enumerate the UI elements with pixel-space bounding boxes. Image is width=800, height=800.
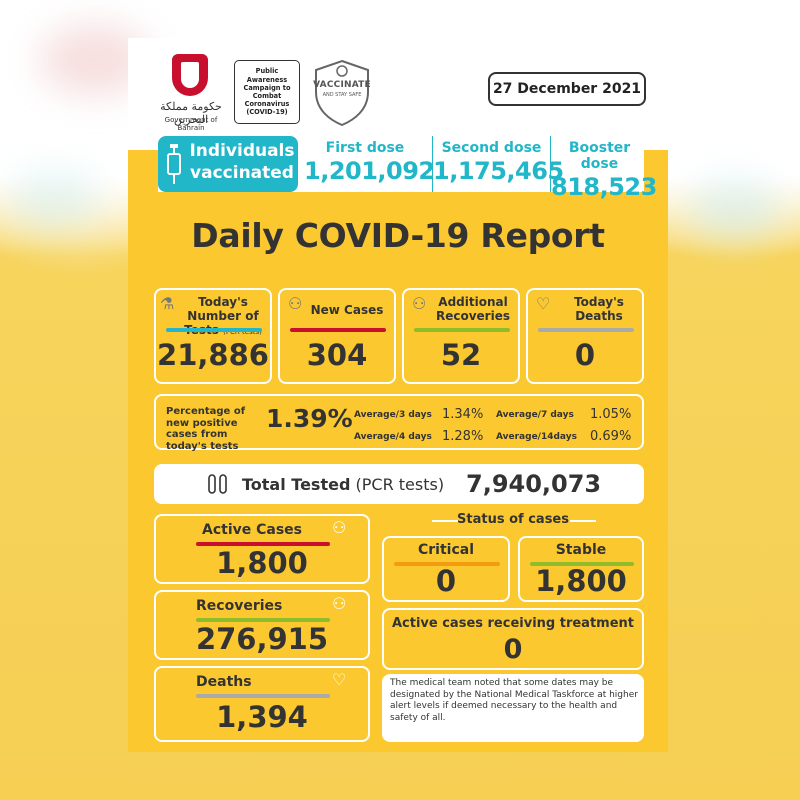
new-cases-color-bar [290, 328, 386, 332]
active-cases-value: 1,800 [216, 546, 308, 580]
syringe-icon [167, 144, 181, 184]
new-cases-label: New Cases [310, 303, 384, 317]
new-cases-value: 304 [306, 338, 368, 372]
label-line-2: vaccinated [190, 163, 294, 184]
shield-icon [315, 59, 369, 127]
recoveries-color-bar [414, 328, 510, 332]
avg-3-label: Average/3 days [354, 410, 432, 420]
total-recoveries-label: Recoveries [196, 598, 283, 614]
avg-7-label: Average/7 days [496, 410, 574, 420]
individuals-vaccinated-box: Individuals vaccinated [158, 136, 298, 192]
avg-14-label: Average/14days [496, 432, 577, 442]
positivity-card: Percentage of new positive cases from to… [154, 394, 644, 452]
stable-value: 1,800 [535, 564, 627, 598]
treatment-label: Active cases receiving treatment [391, 616, 635, 631]
critical-value: 0 [435, 564, 457, 598]
stable-label: Stable [555, 542, 607, 558]
heart-pulse-icon: ♡ [536, 294, 551, 313]
avg-4-value: 1.28% [442, 429, 484, 444]
page-title: Daily COVID-19 Report [191, 216, 605, 255]
first-dose-value: 1,201,092 [304, 157, 435, 185]
government-crest: حكومة مملكة البحرين Government of Bahrai… [154, 52, 226, 132]
total-recoveries-card: Recoveries ⚇ 276,915 [154, 590, 370, 660]
total-deaths-value: 1,394 [216, 700, 308, 734]
background-blob [690, 180, 780, 240]
first-dose: First dose 1,201,092 [304, 136, 435, 192]
person-check-icon: ⚇ [412, 294, 427, 313]
people-check-icon: ⚇ [332, 594, 347, 613]
booster-dose: Booster dose 818,523 [550, 136, 657, 201]
avg-4-label: Average/4 days [354, 432, 432, 442]
second-dose-label: Second dose [441, 140, 542, 156]
heart-icon: ♡ [332, 670, 347, 689]
deaths-label: Today's Deaths [574, 295, 624, 323]
total-deaths-card: Deaths ♡ 1,394 [154, 666, 370, 742]
recoveries-value: 52 [440, 338, 482, 372]
total-tested-card: Total Tested (PCR tests) 7,940,073 [154, 464, 644, 504]
avg-7-value: 1.05% [590, 407, 632, 422]
recoveries-label: Additional Recoveries [435, 295, 510, 323]
person-icon: ⚇ [288, 294, 303, 313]
label-line-1: Individuals [189, 141, 295, 161]
second-dose: Second dose 1,175,465 [432, 136, 564, 192]
individuals-vaccinated-label: Individuals vaccinated [186, 140, 298, 184]
total-tested-value: 7,940,073 [466, 470, 602, 498]
total-tested-label-text: Total Tested [242, 475, 351, 494]
vaccinate-badge: VACCINATE AND STAY SAFE [312, 58, 372, 128]
booster-dose-label: Booster dose [568, 140, 631, 172]
treatment-value: 0 [503, 634, 523, 665]
total-recoveries-color-bar [196, 618, 330, 622]
tests-label-text: Today's Number of Tests [184, 295, 259, 336]
status-title: Status of cases [457, 512, 569, 527]
vaccinate-subtitle: AND STAY SAFE [322, 92, 362, 98]
active-cases-color-bar [196, 542, 330, 546]
note-panel [382, 674, 644, 742]
critical-card: Critical 0 [382, 536, 510, 602]
total-tested-label: Total Tested (PCR tests) [242, 475, 444, 494]
status-divider-right [570, 520, 596, 522]
stable-card: Stable 1,800 [518, 536, 644, 602]
deaths-color-bar [538, 328, 634, 332]
booster-dose-value: 818,523 [551, 173, 657, 201]
treatment-card: Active cases receiving treatment 0 [382, 608, 644, 670]
total-deaths-label: Deaths [196, 674, 252, 690]
report-date: 27 December 2021 [488, 72, 646, 106]
tests-value: 21,886 [157, 338, 269, 372]
avg-3-value: 1.34% [442, 407, 484, 422]
avg-14-value: 0.69% [590, 429, 632, 444]
active-cases-card: Active Cases ⚇ 1,800 [154, 514, 370, 584]
positivity-label: Percentage of new positive cases from to… [166, 406, 246, 452]
deaths-value: 0 [574, 338, 596, 372]
crest-shield-icon [172, 54, 208, 96]
active-cases-label: Active Cases [202, 522, 303, 538]
positivity-value: 1.39% [266, 404, 353, 433]
people-icon: ⚇ [332, 518, 347, 537]
tests-label: Today's Number of Tests (PCR tests) [176, 295, 270, 337]
header-panel: حكومة مملكة البحرين Government of Bahrai… [128, 38, 668, 150]
deaths-card: ♡ Today's Deaths 0 [526, 288, 644, 384]
critical-label: Critical [417, 542, 474, 558]
second-dose-value: 1,175,465 [433, 157, 564, 185]
test-tube-icon: ⚗ [160, 294, 175, 313]
vaccinate-title: VACCINATE [313, 80, 371, 90]
recoveries-card: ⚇ Additional Recoveries 52 [402, 288, 520, 384]
vaccination-row: Individuals vaccinated First dose 1,201,… [158, 136, 657, 201]
first-dose-label: First dose [325, 140, 405, 156]
total-deaths-color-bar [196, 694, 330, 698]
stable-color-bar [530, 562, 634, 566]
test-tubes-icon [208, 474, 227, 494]
total-recoveries-value: 276,915 [195, 622, 329, 656]
tests-card: ⚗ Today's Number of Tests (PCR tests) 21… [154, 288, 272, 384]
total-tested-label-sub: (PCR tests) [355, 475, 445, 494]
covid-report-poster: حكومة مملكة البحرين Government of Bahrai… [128, 38, 668, 752]
status-divider-left [432, 520, 458, 522]
critical-color-bar [394, 562, 500, 566]
medical-note: The medical team noted that some dates m… [390, 678, 638, 724]
tests-color-bar [166, 328, 262, 332]
crest-arabic-text: حكومة مملكة البحرين [160, 100, 222, 126]
campaign-badge: Public Awareness Campaign to Combat Coro… [234, 60, 300, 124]
new-cases-card: ⚇ New Cases 304 [278, 288, 396, 384]
background-blob [10, 170, 100, 230]
crest-english-text: Government of Bahrain [164, 116, 218, 132]
